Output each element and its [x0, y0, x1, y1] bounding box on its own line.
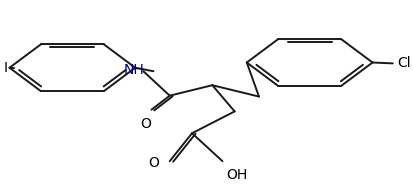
Text: O: O — [140, 117, 150, 131]
Text: Cl: Cl — [396, 56, 410, 70]
Text: I: I — [3, 61, 7, 75]
Text: OH: OH — [226, 168, 247, 182]
Text: NH: NH — [123, 63, 144, 77]
Text: O: O — [148, 156, 159, 170]
